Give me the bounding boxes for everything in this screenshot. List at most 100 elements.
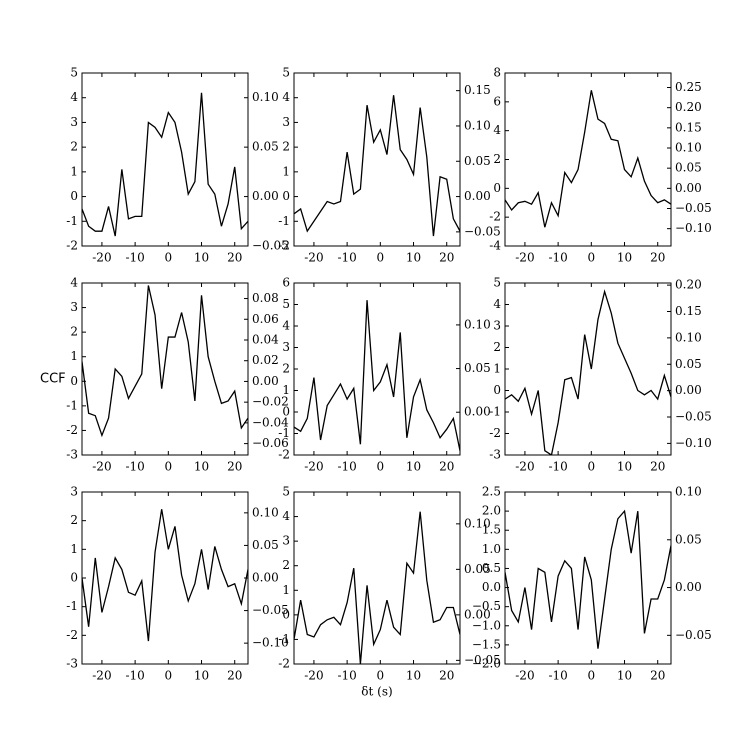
panel-frame [504,491,672,665]
y-tick-label: -2 [489,426,501,440]
x-tick-label: -20 [92,251,111,265]
y-tick-label: −2.0 [472,657,501,671]
y2-tick-label: 0.05 [252,538,279,552]
y-tick-label: 4 [493,297,501,311]
y-tick-label: 3 [70,485,78,499]
y2-tick-label: −0.10 [252,636,289,650]
x-tick-label: 20 [439,669,454,683]
x-tick-label: -10 [548,251,567,265]
y2-tick-label: 0.15 [675,120,702,134]
y-tick-label: 1 [70,349,78,363]
x-tick-label: 10 [194,251,209,265]
y-tick-label: -2 [278,657,290,671]
y2-tick-label: −0.05 [675,201,712,215]
y2-tick-label: −0.02 [252,395,289,409]
y-tick-label: −0.5 [472,599,501,613]
x-tick-label: 0 [376,669,384,683]
y-tick-label: 1 [70,164,78,178]
panel-frame [81,72,249,247]
x-tick-label: 20 [439,251,454,265]
y-tick-label: -1 [66,398,78,412]
x-tick-label: 0 [376,251,384,265]
y-tick-label: 3 [70,115,78,129]
x-tick-label: -20 [515,460,534,474]
y-tick-label: 4 [70,90,78,104]
x-tick-label: -10 [125,251,144,265]
x-tick-label: -10 [548,460,567,474]
x-tick-label: 0 [164,460,172,474]
y-tick-label: 4 [282,319,290,333]
y2-tick-label: 0.06 [252,312,279,326]
y-tick-label: 2 [282,558,290,572]
y2-tick-label: 0.00 [252,374,279,388]
ccf-line [82,92,248,237]
y-tick-label: 1.5 [482,523,501,537]
y2-tick-label: 0.10 [464,118,491,132]
ccf-line [82,285,248,438]
panel-frame [293,491,461,665]
panel-frame [293,72,461,247]
y-tick-label: 4 [282,90,290,104]
x-tick-label: 20 [227,251,242,265]
x-tick-label: 10 [617,251,632,265]
y-tick-label: 5 [493,276,501,290]
y-tick-label: 3 [70,300,78,314]
y-tick-label: -2 [278,239,290,253]
x-tick-label: 0 [164,669,172,683]
x-tick-label: 10 [617,669,632,683]
x-axis-label: δt (s) [361,685,392,699]
y-tick-label: −1.0 [472,618,501,632]
y-tick-label: 6 [493,94,501,108]
ccf-line [294,95,460,237]
y-tick-label: 2 [70,140,78,154]
y2-tick-label: 0.00 [464,189,491,203]
x-tick-label: 20 [439,460,454,474]
y-tick-label: 0.0 [482,580,501,594]
x-tick-label: -20 [92,669,111,683]
x-tick-label: 10 [617,460,632,474]
y2-tick-label: 0.00 [252,571,279,585]
y2-tick-label: 0.10 [464,516,491,530]
y-tick-label: -1 [278,426,290,440]
y2-tick-label: 0.05 [252,140,279,154]
y-tick-label: 1 [282,164,290,178]
y-tick-label: 0 [282,405,290,419]
x-tick-label: 0 [587,460,595,474]
y2-tick-label: 0.20 [675,278,702,292]
x-tick-label: -20 [515,251,534,265]
y-tick-label: -3 [489,448,501,462]
x-tick-label: 20 [227,460,242,474]
y-tick-label: 0 [70,189,78,203]
y-tick-label: -1 [278,214,290,228]
x-tick-label: 10 [194,669,209,683]
y-tick-label: −1.5 [472,637,501,651]
y2-tick-label: 0.10 [675,485,702,499]
x-tick-label: -10 [548,669,567,683]
y-tick-label: 3 [282,534,290,548]
y-tick-label: -2 [66,628,78,642]
y2-tick-label: 0.00 [464,607,491,621]
y2-tick-label: −0.06 [252,436,289,450]
y-tick-label: 2.5 [482,485,501,499]
ccf-line [505,509,671,649]
y-tick-label: -2 [278,448,290,462]
y-axis-label: CCF [40,372,66,387]
y-tick-label: 2 [282,140,290,154]
y2-tick-label: −0.10 [675,221,712,235]
y-tick-label: 0.5 [482,561,501,575]
y2-tick-label: 0.10 [675,330,702,344]
x-tick-label: 0 [164,251,172,265]
y-tick-label: 6 [282,276,290,290]
y-tick-label: 2 [70,513,78,527]
y-tick-label: -1 [278,632,290,646]
panel-frame [81,491,249,665]
y2-tick-label: 0.05 [464,361,491,375]
y2-tick-label: −0.05 [675,410,712,424]
y-tick-label: -2 [489,210,501,224]
y2-tick-label: 0.10 [675,141,702,155]
ccf-line [294,511,460,664]
y-tick-label: -4 [489,239,501,253]
y-tick-label: 0 [282,189,290,203]
y-tick-label: 5 [282,297,290,311]
